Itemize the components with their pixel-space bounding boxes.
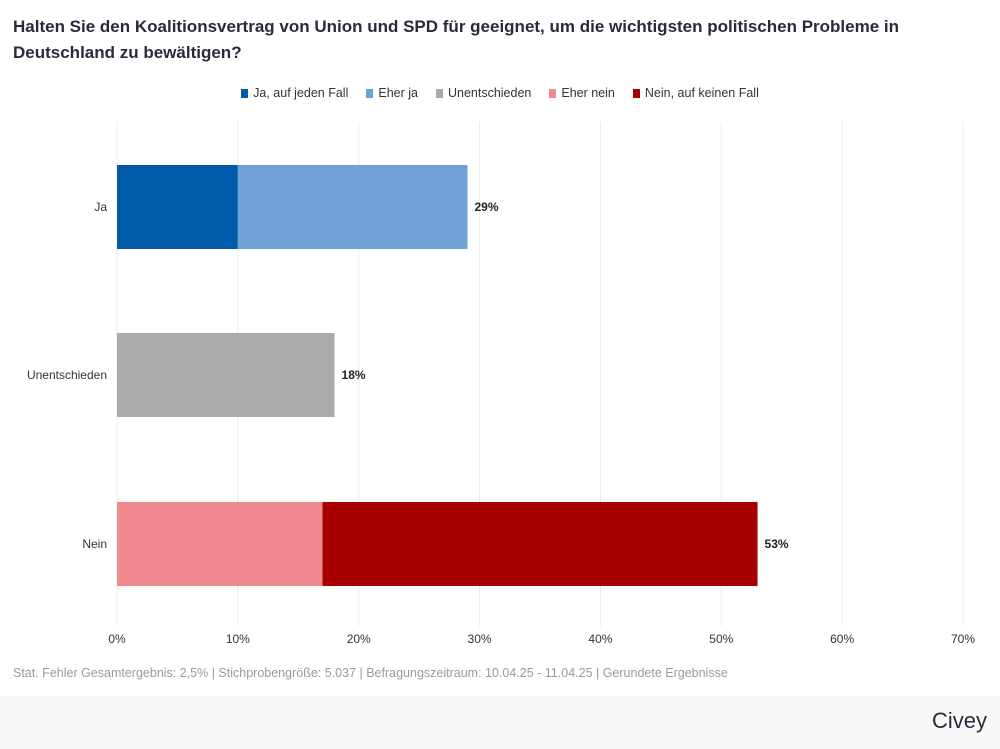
legend-label: Unentschieden [447, 86, 532, 100]
bar-total-label: 29% [474, 200, 498, 214]
legend: Ja, auf jeden Fall Eher ja Unentschieden Eh… [0, 86, 1000, 100]
x-tick-label: 20% [347, 632, 371, 646]
legend-item: Nein, auf keinen Fall [632, 86, 759, 100]
bar-total-label: 53% [765, 537, 789, 551]
category-label: Unentschieden [27, 368, 107, 382]
x-tick-label: 40% [588, 632, 612, 646]
legend-label: Nein, auf keinen Fall [644, 86, 759, 100]
bar-total-label: 18% [342, 368, 366, 382]
legend-label: Eher nein [561, 86, 615, 100]
legend-swatch [632, 88, 640, 98]
footer-note: Stat. Fehler Gesamtergebnis: 2,5% | Stic… [13, 666, 728, 680]
category-label: Ja [94, 200, 107, 214]
legend-item: Eher ja [366, 86, 418, 100]
x-tick-label: 60% [830, 632, 854, 646]
bar-segment [117, 333, 335, 417]
bar-segment [322, 502, 758, 586]
chart-title: Halten Sie den Koalitionsvertrag von Uni… [13, 17, 900, 62]
chart-plot: 0% 10% 20% 30% 40% 50% 60% 70% Ja 29% Unentschiede… [27, 122, 975, 646]
bar-segment [117, 502, 323, 586]
brand-band [0, 696, 1000, 749]
legend-label: Ja, auf jeden Fall [253, 86, 349, 100]
legend-swatch [549, 88, 557, 98]
x-tick-label: 0% [108, 632, 126, 646]
legend-swatch [366, 88, 374, 98]
bar-segment [117, 165, 238, 249]
x-tick-label: 30% [468, 632, 492, 646]
x-tick-label: 70% [951, 632, 975, 646]
legend-swatch [435, 88, 443, 98]
legend-swatch [241, 88, 249, 98]
legend-item: Unentschieden [435, 86, 532, 100]
x-tick-label: 50% [709, 632, 733, 646]
category-label: Nein [82, 537, 107, 551]
legend-item: Eher nein [549, 86, 615, 100]
legend-item: Ja, auf jeden Fall [241, 86, 348, 100]
brand-logo: Civey [931, 708, 987, 733]
x-tick-label: 10% [226, 632, 250, 646]
legend-label: Eher ja [378, 86, 418, 100]
bar-segment [237, 165, 468, 249]
